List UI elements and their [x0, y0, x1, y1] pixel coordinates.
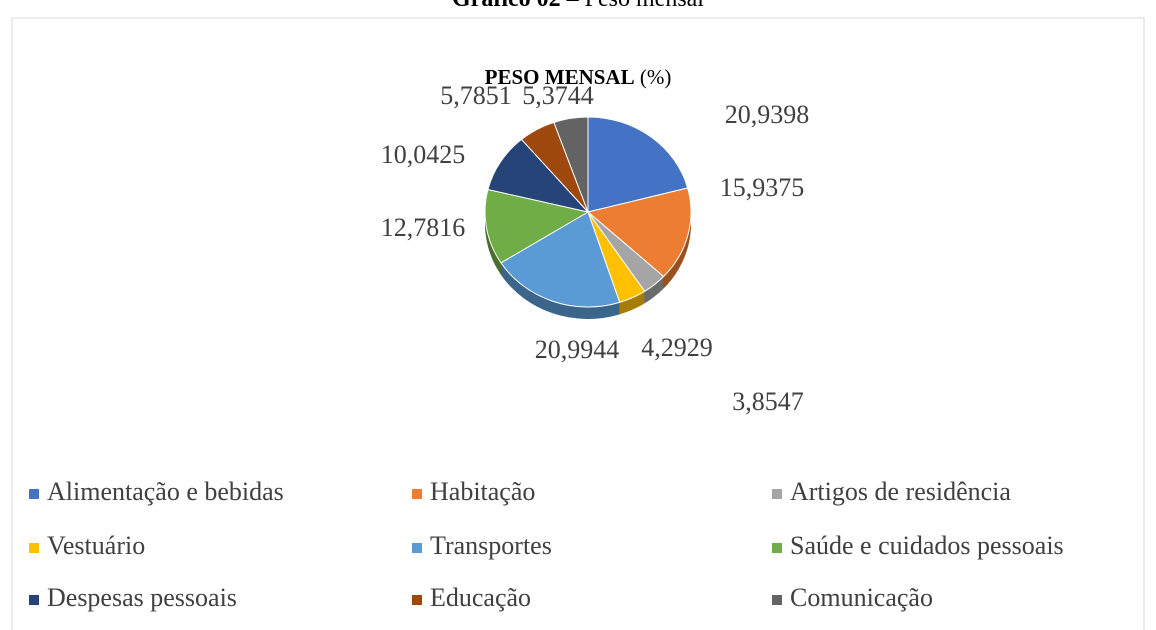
caption-label: Gráfico 02 [452, 0, 561, 12]
caption: Gráfico 02 – Peso mensal [452, 0, 704, 12]
legend-swatch [29, 595, 39, 605]
legend-swatch [29, 489, 39, 499]
data-label: 3,8547 [732, 387, 804, 416]
legend-label: Educação [430, 583, 531, 612]
legend-swatch [772, 595, 782, 605]
chart-frame [11, 17, 1145, 630]
title-suffix: (%) [640, 65, 671, 89]
data-label: 20,9944 [535, 335, 620, 364]
legend-swatch [412, 595, 422, 605]
legend-swatch [772, 543, 782, 553]
legend-label: Saúde e cuidados pessoais [790, 531, 1064, 560]
legend-swatch [412, 489, 422, 499]
legend-label: Habitação [430, 477, 535, 506]
legend-label: Despesas pessoais [47, 583, 237, 612]
legend-swatch [29, 543, 39, 553]
caption-text: – Peso mensal [566, 0, 705, 12]
data-label: 12,7816 [381, 213, 466, 242]
data-label: 4,2929 [641, 333, 713, 362]
data-label: 20,9398 [725, 100, 810, 129]
legend: Alimentação e bebidas Habitação Artigos de… [29, 477, 1064, 612]
legend-label: Transportes [430, 531, 552, 560]
data-label: 5,3744 [522, 81, 594, 110]
legend-swatch [412, 543, 422, 553]
slice [500, 211, 621, 308]
chart-title: PESO MENSAL (%) [485, 65, 672, 89]
legend-label: Artigos de residência [790, 477, 1011, 506]
legend-label: Alimentação e bebidas [47, 477, 284, 506]
legend-label: Comunicação [790, 583, 933, 612]
slice [587, 116, 689, 213]
slice [553, 116, 589, 213]
pie: 20,9398 15,9375 3,8547 4,2929 20,9944 12,7816… [381, 81, 810, 416]
slice [586, 187, 692, 278]
data-label: 5,7851 [440, 81, 512, 110]
data-label: 15,9375 [720, 173, 805, 202]
legend-swatch [772, 489, 782, 499]
slice [484, 188, 590, 264]
title-main: PESO MENSAL [485, 65, 635, 89]
legend-label: Vestuário [47, 531, 145, 560]
data-label: 10,0425 [381, 140, 466, 169]
